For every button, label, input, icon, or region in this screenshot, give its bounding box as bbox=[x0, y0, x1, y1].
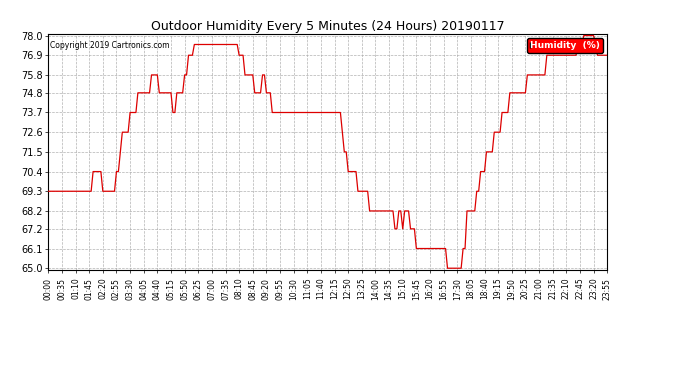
Text: Copyright 2019 Cartronics.com: Copyright 2019 Cartronics.com bbox=[50, 41, 170, 50]
Title: Outdoor Humidity Every 5 Minutes (24 Hours) 20190117: Outdoor Humidity Every 5 Minutes (24 Hou… bbox=[151, 20, 504, 33]
Legend: Humidity  (%): Humidity (%) bbox=[527, 38, 602, 53]
